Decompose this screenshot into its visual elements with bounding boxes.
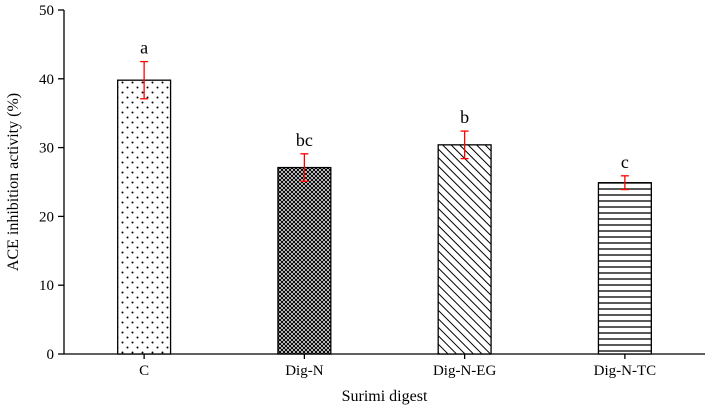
y-tick-label: 10 bbox=[39, 278, 54, 294]
x-ticks: C Dig-N Dig-N-EG Dig-N-TC bbox=[139, 354, 656, 379]
x-tick-label: Dig-N-EG bbox=[433, 363, 496, 379]
y-axis-title: ACE inhibition activity (%) bbox=[5, 93, 22, 271]
bar-c bbox=[117, 79, 172, 355]
y-tick-label: 40 bbox=[39, 72, 54, 88]
x-tick-label: Dig-N-TC bbox=[594, 363, 657, 379]
error-bar bbox=[300, 153, 309, 182]
x-tick-label: C bbox=[139, 363, 149, 379]
bar-dig-n bbox=[277, 166, 332, 355]
y-tick-label: 50 bbox=[39, 3, 54, 19]
significance-label: a bbox=[140, 38, 148, 58]
y-tick-label: 20 bbox=[39, 209, 54, 225]
y-ticks: 0 10 20 30 40 50 bbox=[39, 3, 64, 363]
x-tick-label: Dig-N bbox=[285, 363, 323, 379]
x-axis-title: Surimi digest bbox=[342, 388, 428, 405]
error-bar bbox=[620, 175, 629, 191]
bar-dig-n-eg bbox=[437, 144, 492, 355]
bar-dig-n-tc bbox=[597, 182, 652, 355]
y-tick-label: 30 bbox=[39, 141, 54, 157]
significance-label: bc bbox=[296, 130, 313, 150]
error-bar bbox=[460, 130, 469, 160]
error-bar bbox=[140, 60, 149, 100]
y-tick-label: 0 bbox=[47, 347, 55, 363]
significance-label: c bbox=[621, 152, 629, 172]
significance-label: b bbox=[460, 107, 469, 127]
